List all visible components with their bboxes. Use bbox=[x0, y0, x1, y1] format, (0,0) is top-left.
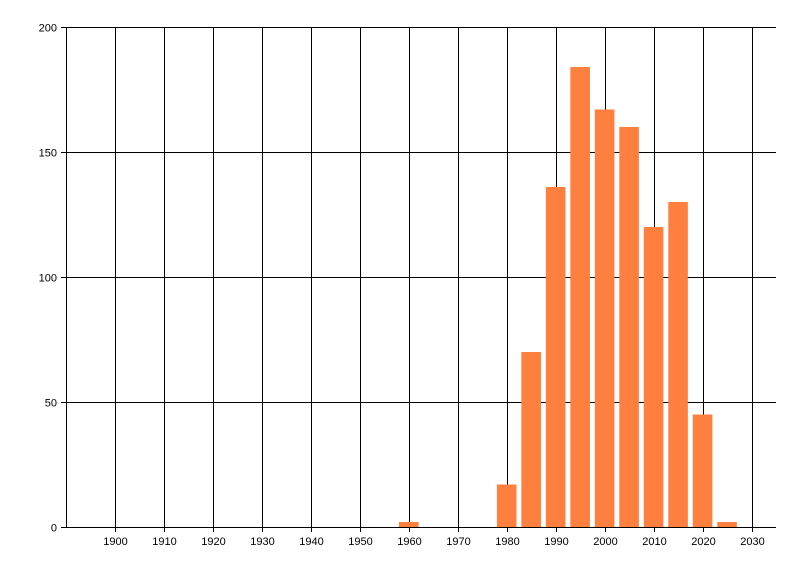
bar bbox=[496, 484, 517, 527]
x-tick-label: 2020 bbox=[691, 536, 715, 548]
x-tick-label: 2030 bbox=[740, 536, 764, 548]
x-tick-label: 1930 bbox=[250, 536, 274, 548]
bars bbox=[398, 67, 737, 527]
y-tick-label: 150 bbox=[39, 148, 57, 160]
bar bbox=[717, 522, 737, 527]
x-tick-label: 1980 bbox=[495, 536, 519, 548]
x-tick-label: 2000 bbox=[593, 536, 617, 548]
y-tick-label: 50 bbox=[45, 398, 57, 410]
x-tick-label: 1960 bbox=[397, 536, 421, 548]
x-tick-label: 1920 bbox=[201, 536, 225, 548]
bar bbox=[619, 127, 639, 527]
x-tick-label: 1910 bbox=[152, 536, 176, 548]
tick-labels: 0 50 100 150 200 1900 1910 1920 1930 1940 1950 1960… bbox=[39, 23, 765, 549]
x-tick-label: 1990 bbox=[544, 536, 568, 548]
bar bbox=[570, 67, 590, 527]
axes bbox=[61, 27, 776, 532]
bar bbox=[643, 227, 664, 527]
y-tick-label: 100 bbox=[39, 273, 57, 285]
x-tick-label: 1940 bbox=[299, 536, 323, 548]
x-tick-label: 1900 bbox=[103, 536, 127, 548]
bar bbox=[668, 202, 688, 527]
bar bbox=[594, 109, 615, 527]
x-tick-label: 1950 bbox=[348, 536, 372, 548]
y-tick-label: 0 bbox=[51, 523, 57, 535]
y-tick-label: 200 bbox=[39, 23, 57, 35]
x-tick-label: 2010 bbox=[642, 536, 666, 548]
bar bbox=[545, 187, 566, 527]
bar bbox=[521, 352, 541, 527]
x-tick-label: 1970 bbox=[446, 536, 470, 548]
bar bbox=[398, 522, 419, 527]
bar bbox=[692, 414, 713, 527]
